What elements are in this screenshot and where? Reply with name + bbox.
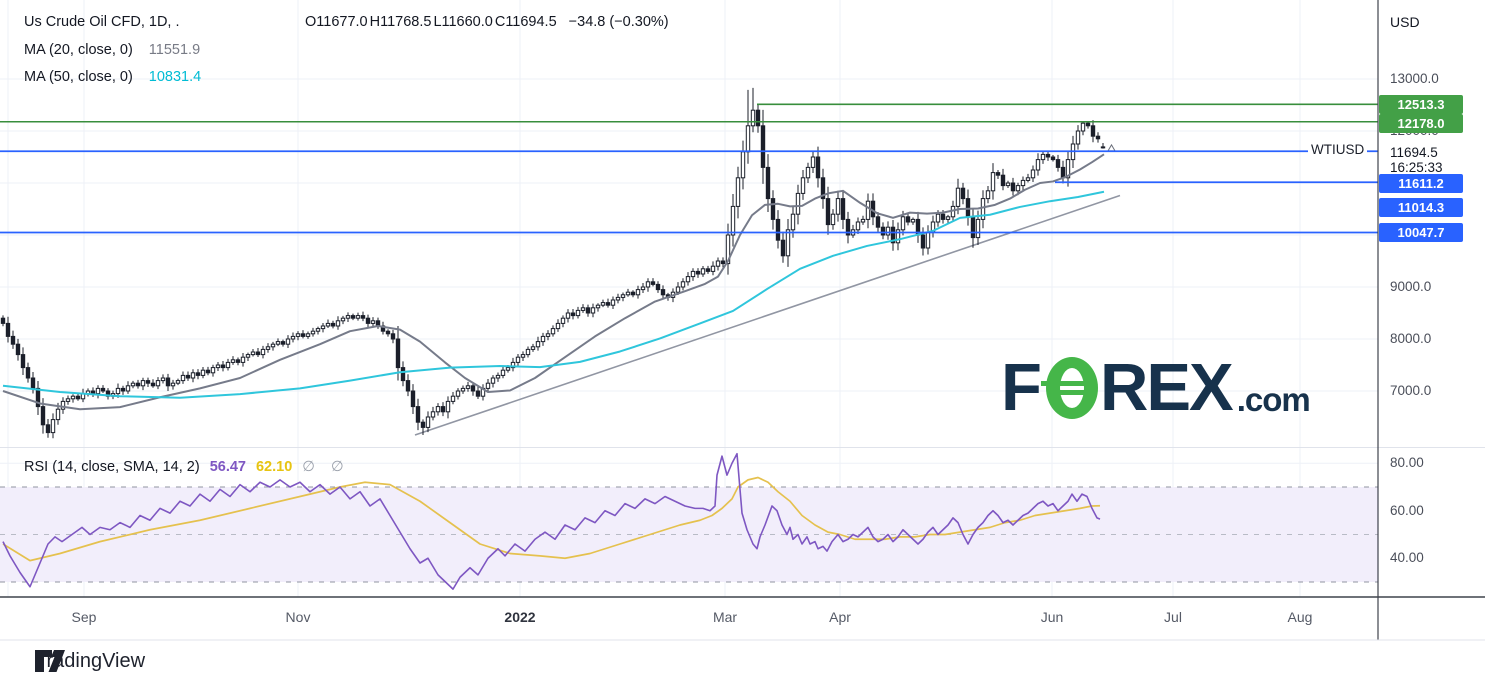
tradingview-logo[interactable]: TradingView xyxy=(35,650,145,673)
ohlc-h: H11768.5 xyxy=(369,14,432,30)
ma50-label: MA (50, close, 0) xyxy=(24,69,133,85)
change-value: −34.8 (−0.30%) xyxy=(568,14,669,30)
symbol-price-tag: WTIUSD xyxy=(1308,142,1368,157)
time-tick-mar: Mar xyxy=(712,609,738,625)
forex-tld: .com xyxy=(1236,381,1311,418)
symbol-title: Us Crude Oil CFD, 1D, . xyxy=(24,14,180,30)
ohlc-c: C11694.5 xyxy=(494,14,557,30)
currency-label: USD xyxy=(1390,14,1420,30)
last-price-label: 11694.5 xyxy=(1390,145,1438,160)
ma20-label: MA (20, close, 0) xyxy=(24,42,133,58)
rsi-tick: 80.00 xyxy=(1390,455,1424,471)
rsi-empty-plots: ∅ ∅ xyxy=(302,459,350,475)
time-tick-jun: Jun xyxy=(1040,609,1064,625)
ohlc-legend-row: O11677.0 H11768.5 L11660.0 C11694.5 −34.8 (… xyxy=(305,14,669,30)
rsi-sma-value: 62.10 xyxy=(255,459,293,475)
price-tick: 7000.0 xyxy=(1390,383,1432,398)
rsi-legend-row[interactable]: RSI (14, close, SMA, 14, 2) 56.47 62.10 … xyxy=(24,459,350,475)
rsi-value: 56.47 xyxy=(209,459,246,475)
level-badge: 11611.2 xyxy=(1379,173,1463,193)
price-tick: 9000.0 xyxy=(1390,279,1432,294)
level-badge: 12178.0 xyxy=(1379,114,1463,134)
symbol-legend-row[interactable]: Us Crude Oil CFD, 1D, . xyxy=(24,14,180,30)
ma20-value: 11551.9 xyxy=(148,42,201,58)
price-tick: 13000.0 xyxy=(1390,71,1439,86)
level-badge: 12513.3 xyxy=(1379,94,1463,114)
level-badge: 10047.7 xyxy=(1379,223,1463,243)
price-tick: 8000.0 xyxy=(1390,331,1432,346)
ma50-legend-row[interactable]: MA (50, close, 0) 10831.4 xyxy=(24,69,201,85)
time-tick-sep: Sep xyxy=(71,609,97,625)
forex-watermark: F REX .com xyxy=(1001,350,1311,425)
last-price-time: 16:25:33 xyxy=(1390,160,1443,175)
level-badge: 11014.3 xyxy=(1379,197,1463,217)
time-tick-apr: Apr xyxy=(829,609,851,625)
forex-letters-rex: REX xyxy=(1099,350,1234,425)
ohlc-values: O11677.0 H11768.5 L11660.0 C11694.5 xyxy=(305,14,559,30)
ohlc-o: O11677.0 xyxy=(305,14,368,30)
time-tick-aug: Aug xyxy=(1287,609,1313,625)
time-tick-jul: Jul xyxy=(1164,609,1182,625)
time-tick-nov: Nov xyxy=(285,609,311,625)
rsi-tick: 60.00 xyxy=(1390,502,1424,518)
forex-o-icon xyxy=(1040,356,1099,420)
time-tick-2022: 2022 xyxy=(504,609,536,625)
rsi-label: RSI (14, close, SMA, 14, 2) xyxy=(24,459,200,475)
rsi-tick: 40.00 xyxy=(1390,550,1424,566)
forex-letter-f: F xyxy=(1001,350,1042,425)
ma50-value: 10831.4 xyxy=(148,69,202,85)
tradingview-mark-icon xyxy=(35,650,65,672)
ohlc-l: L11660.0 xyxy=(433,14,493,30)
ma20-legend-row[interactable]: MA (20, close, 0) 11551.9 xyxy=(24,42,200,58)
